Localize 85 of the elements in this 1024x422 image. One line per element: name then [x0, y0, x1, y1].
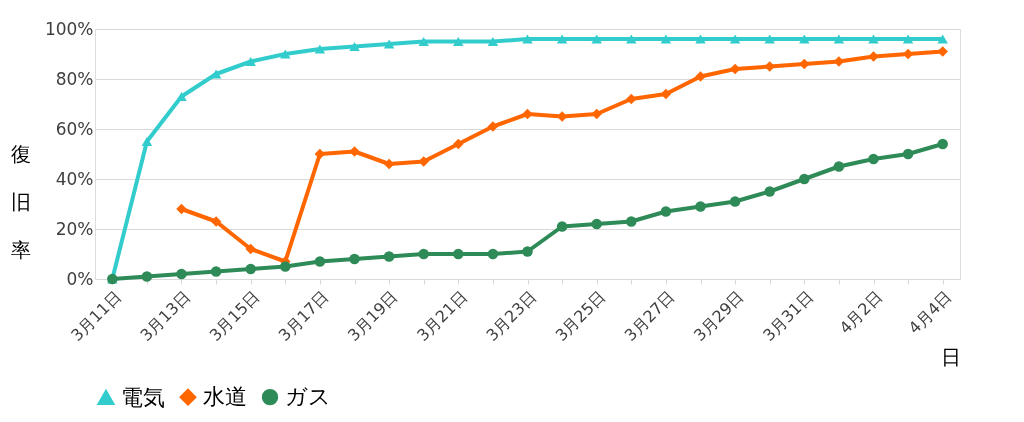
point — [937, 34, 948, 44]
y-tick-label: 100% — [44, 18, 94, 39]
point — [556, 221, 568, 232]
point — [591, 34, 602, 44]
point — [868, 153, 879, 165]
point — [349, 146, 360, 157]
x-tick-label: 3月23日 — [482, 287, 541, 345]
x-axis-title: 日 — [940, 345, 961, 370]
point — [487, 121, 499, 132]
x-tick-label: 3月19日 — [343, 287, 402, 345]
point — [902, 34, 914, 44]
point — [626, 34, 637, 44]
point — [141, 136, 153, 147]
legend-label: ガス — [285, 384, 331, 410]
point — [141, 271, 153, 282]
point — [660, 88, 672, 100]
text: 復旧率 — [10, 141, 31, 262]
x-tick-label: 3月17日 — [274, 287, 333, 345]
point — [487, 248, 499, 260]
x-tick-label: 3月25日 — [551, 287, 610, 345]
x-tick-label: 3月21日 — [413, 287, 471, 345]
x-tick-label: 3月27日 — [620, 287, 679, 345]
point — [245, 56, 256, 67]
point — [487, 36, 499, 47]
point — [245, 243, 256, 255]
point — [729, 196, 741, 207]
point — [522, 34, 533, 44]
point — [868, 51, 879, 62]
point — [799, 173, 810, 185]
point — [626, 216, 637, 227]
y-tick-label: 60% — [55, 118, 94, 139]
point — [522, 108, 533, 120]
point — [833, 161, 845, 172]
legend-label: 電気 — [121, 384, 165, 410]
x-tick-label: 3月29日 — [689, 287, 748, 345]
point — [418, 36, 429, 47]
point — [556, 34, 568, 44]
point — [453, 36, 464, 47]
point — [210, 216, 222, 227]
point — [176, 91, 187, 102]
point — [937, 138, 948, 150]
point — [418, 248, 429, 260]
point — [349, 41, 360, 52]
point — [799, 58, 810, 70]
x-tick-label: 3月15日 — [205, 287, 264, 345]
y-tick-label: 40% — [55, 168, 94, 189]
point — [868, 34, 879, 44]
point — [383, 251, 395, 262]
x-tick-label: 4月4日 — [904, 287, 956, 338]
point — [729, 34, 741, 44]
x-tick-label: 3月31日 — [759, 287, 817, 345]
point — [176, 268, 187, 280]
point — [833, 34, 845, 44]
point — [383, 39, 395, 49]
point — [764, 186, 775, 197]
point — [210, 266, 222, 277]
point — [695, 34, 706, 44]
point — [799, 34, 810, 44]
point — [280, 261, 291, 272]
point — [314, 256, 326, 267]
x-tick-label: 4月2日 — [835, 287, 887, 338]
point — [349, 253, 360, 265]
x-tick-label: 3月11日 — [67, 287, 125, 345]
point — [764, 34, 775, 44]
point — [280, 49, 291, 59]
y-tick-label: 0% — [66, 268, 94, 289]
y-tick-label: 20% — [55, 218, 94, 239]
point — [591, 218, 602, 230]
point — [245, 263, 256, 275]
point — [453, 248, 464, 260]
point — [522, 246, 533, 257]
point — [314, 44, 326, 54]
point — [695, 71, 706, 82]
point — [591, 108, 602, 120]
point — [383, 158, 395, 170]
point — [176, 203, 187, 215]
point — [660, 206, 672, 217]
point — [626, 93, 637, 105]
legend-label: 水道 — [203, 384, 247, 410]
x-tick-label: 3月13日 — [136, 287, 195, 345]
y-tick-label: 80% — [55, 68, 94, 89]
point — [660, 34, 672, 44]
point — [902, 148, 914, 160]
point — [695, 201, 706, 212]
point — [453, 138, 464, 150]
